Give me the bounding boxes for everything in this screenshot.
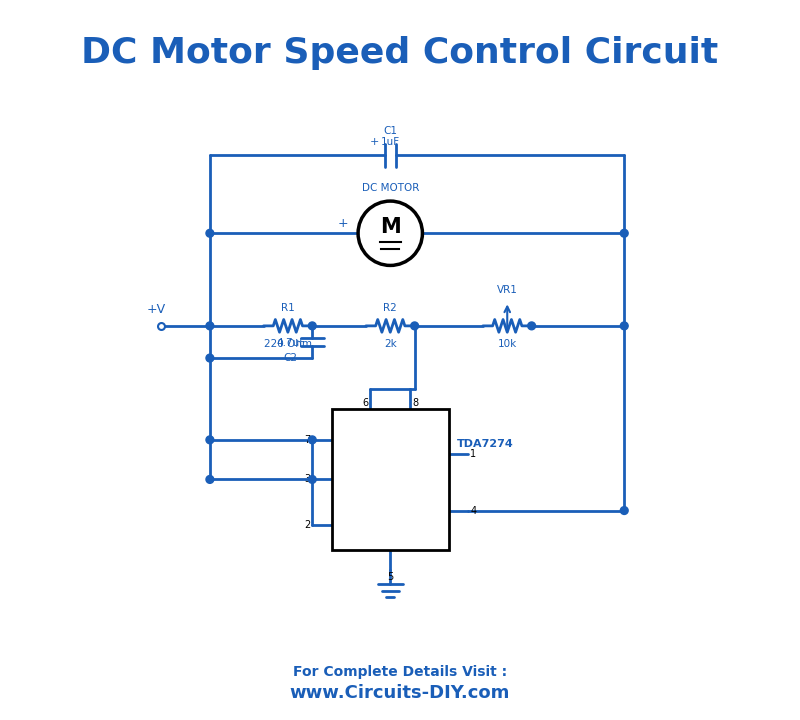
Circle shape	[620, 230, 628, 237]
Text: 8: 8	[412, 397, 418, 408]
Text: R2: R2	[383, 303, 397, 313]
Text: +V: +V	[146, 303, 166, 316]
Text: 1: 1	[470, 449, 476, 459]
Circle shape	[206, 475, 214, 483]
Text: 4: 4	[470, 505, 476, 516]
Circle shape	[410, 322, 418, 330]
Text: 2k: 2k	[384, 338, 397, 348]
Circle shape	[206, 354, 214, 362]
Text: 5: 5	[387, 572, 394, 582]
Circle shape	[308, 436, 316, 444]
Text: VR1: VR1	[497, 284, 518, 294]
Text: 10k: 10k	[498, 338, 517, 348]
Text: TDA7274: TDA7274	[457, 439, 514, 449]
Text: DC Motor Speed Control Circuit: DC Motor Speed Control Circuit	[82, 36, 718, 70]
Circle shape	[528, 322, 535, 330]
Text: M: M	[380, 217, 401, 238]
Text: C2: C2	[284, 353, 298, 363]
Text: www.Circuits-DIY.com: www.Circuits-DIY.com	[290, 685, 510, 703]
Text: 7: 7	[304, 435, 310, 445]
Circle shape	[358, 201, 422, 266]
Text: 3: 3	[304, 474, 310, 485]
Text: DC MOTOR: DC MOTOR	[362, 184, 419, 193]
Text: +: +	[370, 138, 379, 148]
Text: 6: 6	[362, 397, 369, 408]
Text: 2: 2	[304, 520, 310, 530]
Text: For Complete Details Visit :: For Complete Details Visit :	[293, 665, 507, 679]
Circle shape	[620, 322, 628, 330]
Text: C1: C1	[383, 126, 398, 136]
Circle shape	[206, 436, 214, 444]
Circle shape	[620, 507, 628, 514]
Text: 1uF: 1uF	[381, 138, 400, 148]
Circle shape	[308, 475, 316, 483]
Text: 220 Ohm: 220 Ohm	[264, 338, 312, 348]
Text: R1: R1	[281, 303, 294, 313]
Circle shape	[308, 322, 316, 330]
Text: +: +	[338, 217, 348, 230]
Text: 4.7uF: 4.7uF	[276, 338, 306, 348]
Circle shape	[206, 322, 214, 330]
Bar	[332, 409, 449, 550]
Circle shape	[206, 230, 214, 237]
